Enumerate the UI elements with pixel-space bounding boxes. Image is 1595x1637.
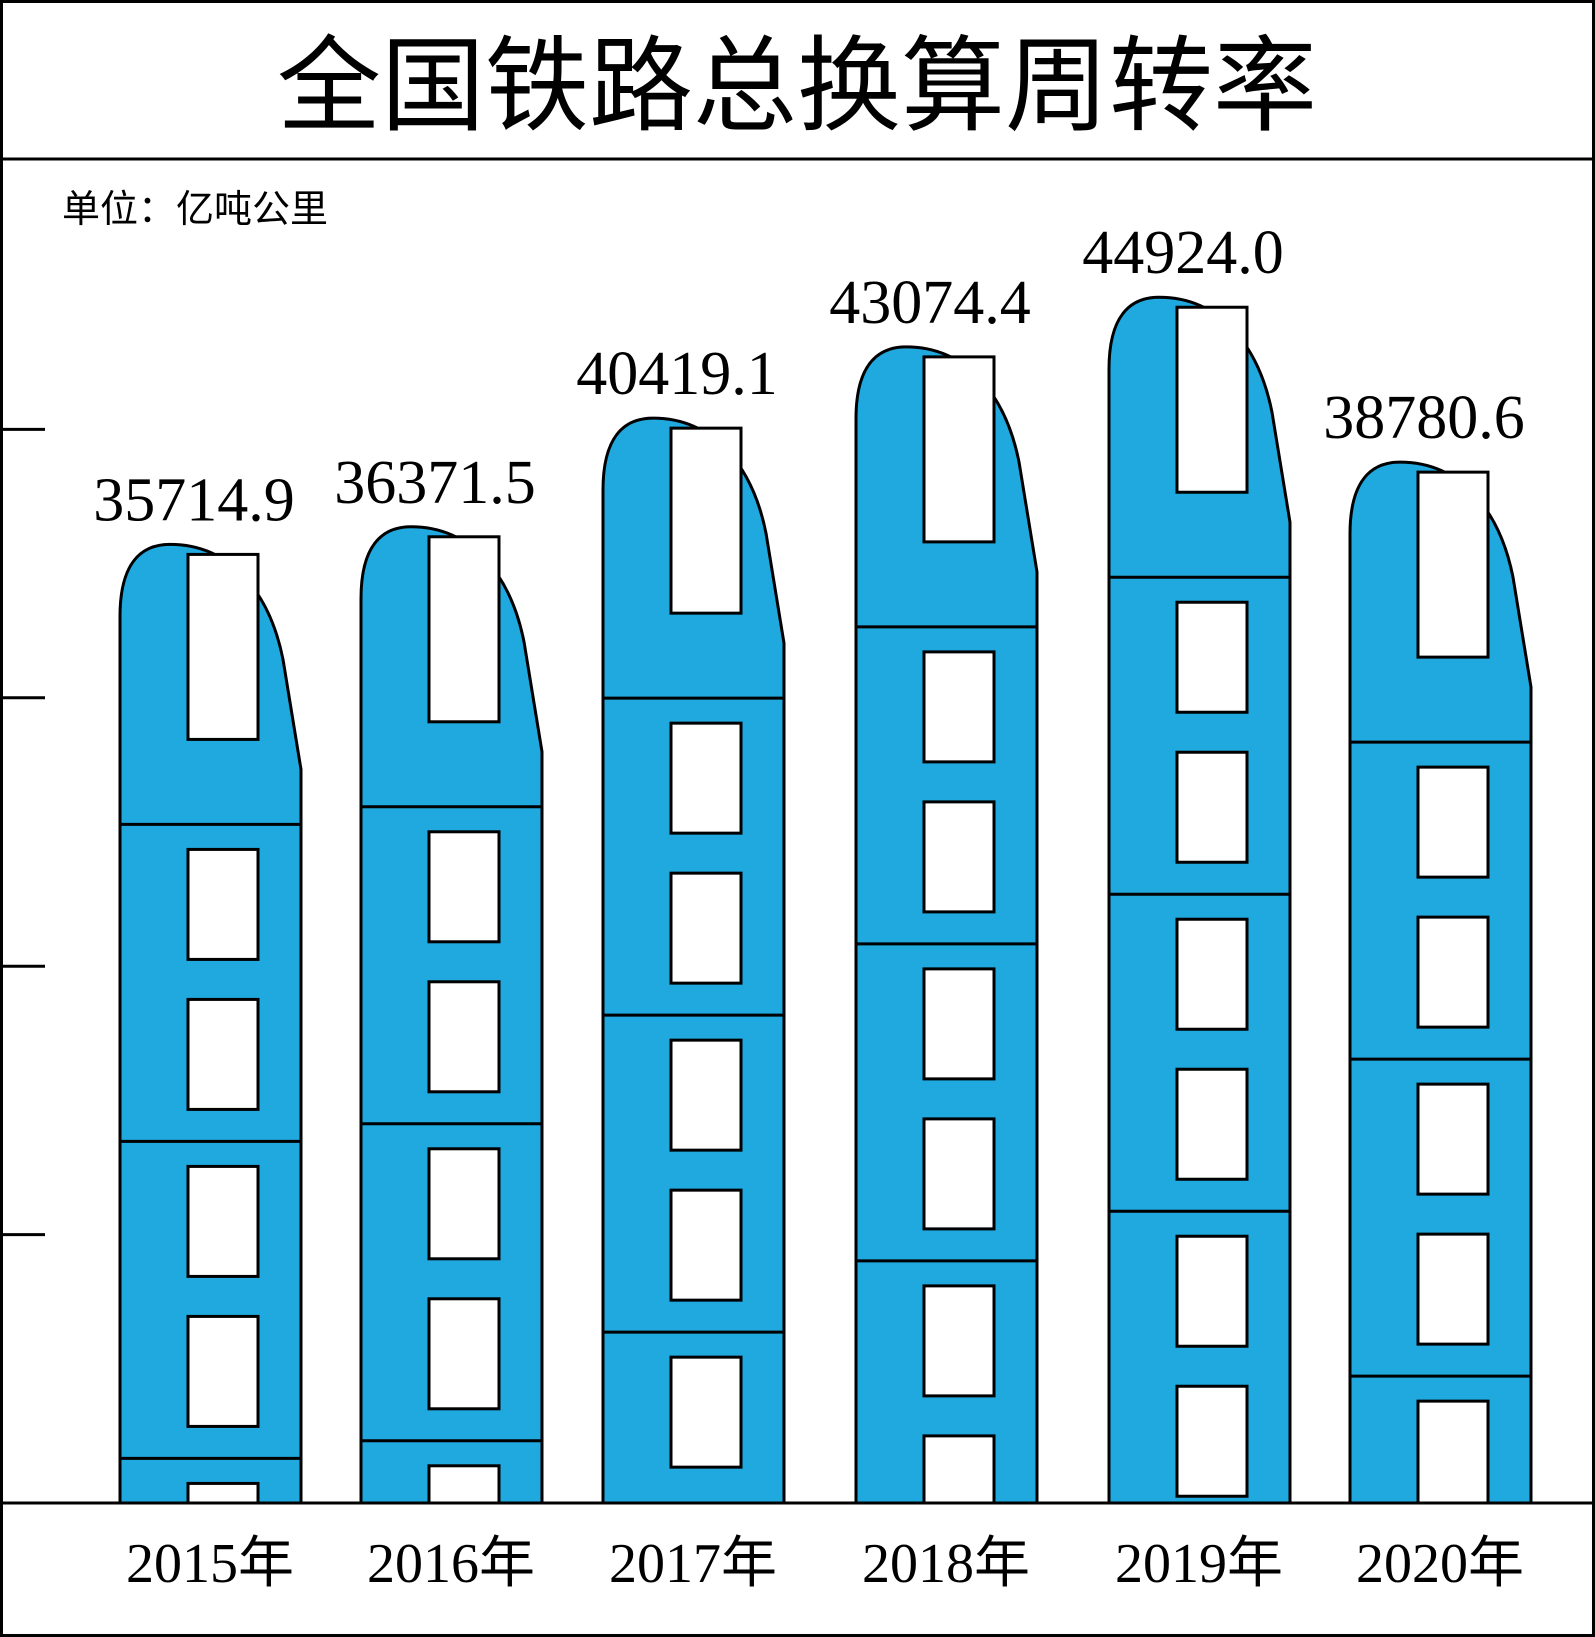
bar: 38780.6 <box>1323 384 1533 1505</box>
bar-window <box>669 1188 743 1302</box>
bar-window <box>1416 1232 1490 1346</box>
bar-window <box>669 1038 743 1152</box>
bar-window <box>669 1355 743 1469</box>
bar-window <box>1416 1399 1490 1505</box>
bar-value-label: 43074.4 <box>829 269 1031 337</box>
bar: 35714.9 <box>93 466 303 1505</box>
bar-window <box>1416 765 1490 879</box>
x-tick-label: 2017年 <box>609 1533 777 1595</box>
bar-front-window <box>669 426 743 615</box>
y-axis-ticks <box>3 427 45 1237</box>
bar-window <box>1416 915 1490 1029</box>
bar-window <box>1416 1082 1490 1196</box>
x-tick-label: 2019年 <box>1115 1533 1283 1595</box>
bar-window <box>1175 917 1249 1031</box>
x-axis-labels: 2015年 2016年 2017年 2018年 2019年 2020年 <box>126 1533 1524 1595</box>
bar-value-label: 44924.0 <box>1082 219 1284 287</box>
bar-window <box>186 1164 260 1278</box>
bars-group: 35714.9 36371.5 40419.1 43074.4 44924.0 38780… <box>93 219 1533 1505</box>
bar-value-label: 38780.6 <box>1323 384 1525 452</box>
bar: 40419.1 <box>576 340 786 1505</box>
unit-label: 单位：亿吨公里 <box>62 187 328 231</box>
bar-window <box>186 1314 260 1428</box>
bar-window <box>427 830 501 944</box>
bar: 43074.4 <box>829 269 1039 1505</box>
bar: 36371.5 <box>334 449 544 1505</box>
bar-window <box>1175 1067 1249 1181</box>
bar-window <box>1175 600 1249 714</box>
bar-window <box>427 980 501 1094</box>
x-tick-label: 2015年 <box>126 1533 294 1595</box>
bar-front-window <box>922 355 996 544</box>
bar-window <box>922 1284 996 1398</box>
bar-front-window <box>186 552 260 741</box>
bar-window <box>427 1147 501 1261</box>
x-tick-label: 2018年 <box>862 1533 1030 1595</box>
bar-value-label: 35714.9 <box>93 466 295 534</box>
bar-window <box>427 1297 501 1411</box>
bar-window <box>669 721 743 835</box>
bar-window <box>1175 1384 1249 1498</box>
chart-title: 全国铁路总换算周转率 <box>277 25 1317 147</box>
bar-front-window <box>1416 470 1490 659</box>
bar-front-window <box>427 535 501 724</box>
bar-window <box>922 800 996 914</box>
bar-window <box>186 847 260 961</box>
bar-window <box>186 997 260 1111</box>
bar-front-window <box>1175 305 1249 494</box>
bar-window <box>1175 1234 1249 1348</box>
bar-window <box>669 871 743 985</box>
bar-value-label: 40419.1 <box>576 340 778 408</box>
bar-window <box>922 967 996 1081</box>
bar-window <box>427 1464 501 1505</box>
bar-window <box>1175 750 1249 864</box>
bar-body <box>1107 295 1292 1505</box>
bar-value-label: 36371.5 <box>334 449 536 517</box>
bar: 44924.0 <box>1082 219 1292 1505</box>
bar-window <box>186 1481 260 1505</box>
bar-window <box>922 650 996 764</box>
x-tick-label: 2020年 <box>1356 1533 1524 1595</box>
bar-window <box>922 1434 996 1505</box>
bar-window <box>922 1117 996 1231</box>
x-tick-label: 2016年 <box>367 1533 535 1595</box>
